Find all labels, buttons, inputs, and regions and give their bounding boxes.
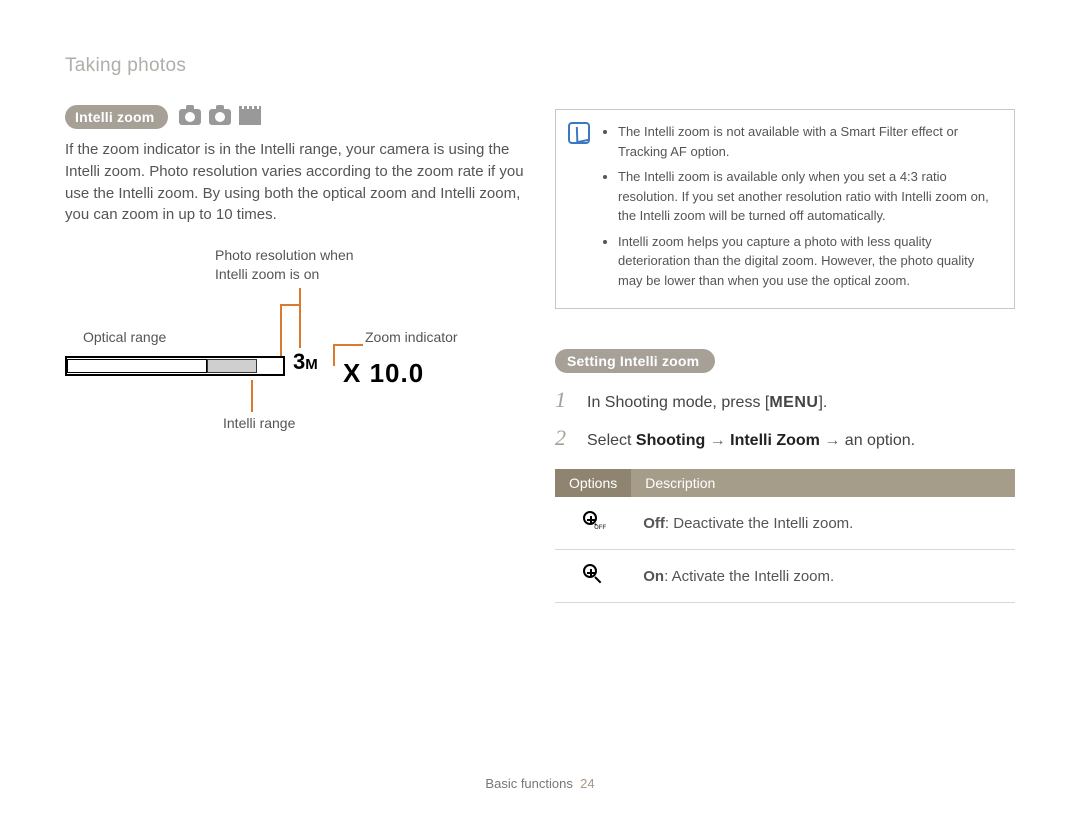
callout-line <box>333 344 363 346</box>
callout-line <box>280 304 300 306</box>
intelli-zoom-description: If the zoom indicator is in the Intelli … <box>65 139 525 226</box>
table-row: On: Activate the Intelli zoom. <box>555 550 1015 603</box>
camera-smart-icon <box>178 108 202 126</box>
note-item: The Intelli zoom is not available with a… <box>618 122 998 161</box>
callout-line <box>333 344 335 366</box>
option-desc: On: Activate the Intelli zoom. <box>631 550 1015 603</box>
menu-button-label: MENU <box>769 394 818 411</box>
step-number: 1 <box>555 387 573 413</box>
callout-line <box>251 380 253 412</box>
scene-icon <box>238 108 262 126</box>
note-item: The Intelli zoom is available only when … <box>618 167 998 226</box>
zoom-indicator-value: X 10.0 <box>343 358 424 389</box>
note-icon <box>568 122 590 144</box>
intelli-zoom-off-icon: OFF <box>583 511 603 531</box>
zoom-bar-intelli <box>207 359 257 373</box>
option-icon-on <box>555 550 631 603</box>
options-table: Options Description OFF Off: Deactivate … <box>555 469 1015 603</box>
mode-icons <box>178 108 262 126</box>
pill-intelli-zoom: Intelli zoom <box>65 105 168 129</box>
label-intelli-range: Intelli range <box>223 414 295 433</box>
resolution-indicator: 3M <box>293 349 318 375</box>
step-number: 2 <box>555 425 573 451</box>
callout-line <box>299 288 301 348</box>
note-box: The Intelli zoom is not available with a… <box>555 109 1015 309</box>
label-optical-range: Optical range <box>83 328 166 347</box>
zoom-bar-optical <box>67 359 207 373</box>
page-footer: Basic functions 24 <box>0 776 1080 791</box>
table-header-options: Options <box>555 469 631 497</box>
breadcrumb: Taking photos <box>65 55 525 77</box>
section-header-intelli-zoom: Intelli zoom <box>65 105 525 129</box>
camera-p-icon <box>208 108 232 126</box>
callout-line <box>280 304 282 356</box>
label-zoom-indicator: Zoom indicator <box>365 328 458 347</box>
option-icon-off: OFF <box>555 497 631 550</box>
pill-setting-intelli-zoom: Setting Intelli zoom <box>555 349 715 373</box>
option-desc: Off: Deactivate the Intelli zoom. <box>631 497 1015 550</box>
label-photo-resolution: Photo resolution when Intelli zoom is on <box>215 246 354 284</box>
table-header-description: Description <box>631 469 1015 497</box>
step-1: 1 In Shooting mode, press [MENU]. <box>555 387 1015 413</box>
note-item: Intelli zoom helps you capture a photo w… <box>618 232 998 291</box>
table-row: OFF Off: Deactivate the Intelli zoom. <box>555 497 1015 550</box>
step-text: Select Shooting → Intelli Zoom → an opti… <box>587 432 915 450</box>
steps-list: 1 In Shooting mode, press [MENU]. 2 Sele… <box>555 387 1015 451</box>
zoom-diagram: Photo resolution when Intelli zoom is on… <box>65 246 525 446</box>
step-2: 2 Select Shooting → Intelli Zoom → an op… <box>555 425 1015 451</box>
step-text: In Shooting mode, press [MENU]. <box>587 394 827 412</box>
intelli-zoom-on-icon <box>583 564 603 584</box>
